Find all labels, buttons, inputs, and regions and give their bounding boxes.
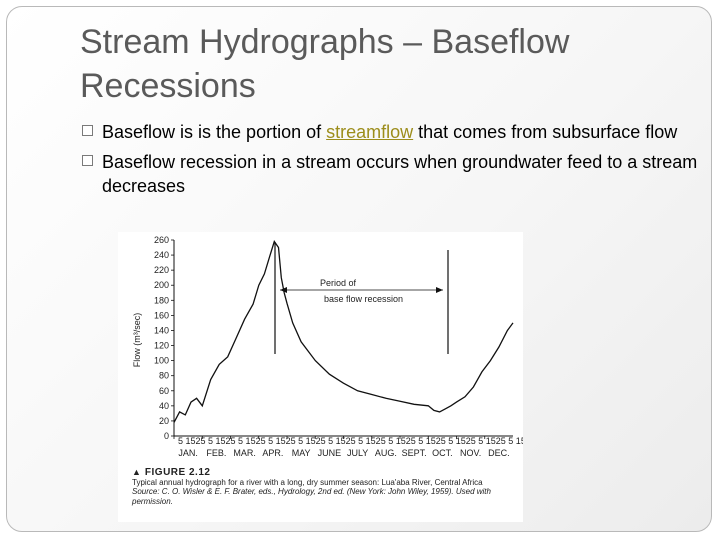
bullet-text-after: that comes from subsurface flow — [413, 122, 678, 142]
square-bullet-icon — [82, 155, 93, 166]
bullet-text-before: Baseflow is is the portion of — [102, 122, 327, 142]
y-tick-label: 240 — [154, 250, 169, 260]
bullet-item-baseflow-recession: Baseflow recession in a stream occurs wh… — [82, 150, 702, 198]
x-month-label: JULY — [347, 448, 368, 458]
day-tick-row: 5 1525 5 1525 5 1525 5 1525 5 1525 5 152… — [178, 436, 523, 446]
triangle-marker-icon: ▲ — [132, 467, 141, 477]
slide-title: Stream Hydrographs – Baseflow Recessions — [80, 23, 570, 105]
caption-line2: Source: C. O. Wisler & E. F. Brater, eds… — [132, 487, 491, 496]
x-month-label: DEC. — [488, 448, 510, 458]
arrow-left-head — [280, 287, 287, 293]
annotation-line2: base flow recession — [324, 294, 403, 304]
streamflow-link[interactable]: streamflow — [326, 122, 414, 142]
caption-line1: Typical annual hydrograph for a river wi… — [132, 477, 483, 487]
y-axis-label: Flow (m³/sec) — [132, 313, 142, 368]
y-tick-label: 260 — [154, 235, 169, 245]
y-tick-label: 140 — [154, 325, 169, 335]
figure-caption: ▲ FIGURE 2.12 Typical annual hydrograph f… — [132, 467, 522, 506]
bullet-text: Baseflow recession in a stream occurs wh… — [102, 152, 698, 196]
x-month-label: MAR. — [233, 448, 256, 458]
y-tick-label: 200 — [154, 280, 169, 290]
y-tick-label: 20 — [159, 416, 169, 426]
hydrograph-figure: 0 20 40 60 80 100 120 140 160 180 200 220 240 260 JAN… — [118, 232, 523, 522]
bullet-list: Baseflow is is the portion of streamflow… — [82, 120, 702, 204]
annotation-line1: Period of — [320, 278, 357, 288]
hydrograph-line — [173, 240, 514, 423]
caption-line3: permission. — [132, 496, 173, 506]
x-month-label: SEPT. — [402, 448, 427, 458]
bullet-item-baseflow-definition: Baseflow is is the portion of streamflow… — [82, 120, 702, 144]
y-tick-label: 80 — [159, 371, 169, 381]
x-month-label: JUNE — [318, 448, 342, 458]
y-tick-label: 120 — [154, 341, 169, 351]
y-tick-label: 0 — [164, 431, 169, 441]
arrow-right-head — [436, 287, 443, 293]
y-tick-label: 60 — [159, 386, 169, 396]
y-tick-label: 40 — [159, 401, 169, 411]
y-tick-label: 220 — [154, 265, 169, 275]
x-month-label: NOV. — [460, 448, 481, 458]
y-tick-label: 160 — [154, 310, 169, 320]
x-month-label: FEB. — [206, 448, 226, 458]
recession-annotation: Period of base flow recession — [274, 242, 449, 354]
x-month-label: APR. — [262, 448, 283, 458]
y-tick-label: 100 — [154, 356, 169, 366]
square-bullet-icon — [82, 125, 93, 136]
x-month-label: JAN. — [178, 448, 198, 458]
caption-label: FIGURE 2.12 — [144, 467, 211, 478]
x-month-label: OCT. — [432, 448, 453, 458]
x-month-label: AUG. — [375, 448, 397, 458]
x-month-label: MAY — [292, 448, 311, 458]
y-tick-label: 180 — [154, 295, 169, 305]
hydrograph-chart: 0 20 40 60 80 100 120 140 160 180 200 220 240 260 JAN… — [132, 235, 523, 458]
